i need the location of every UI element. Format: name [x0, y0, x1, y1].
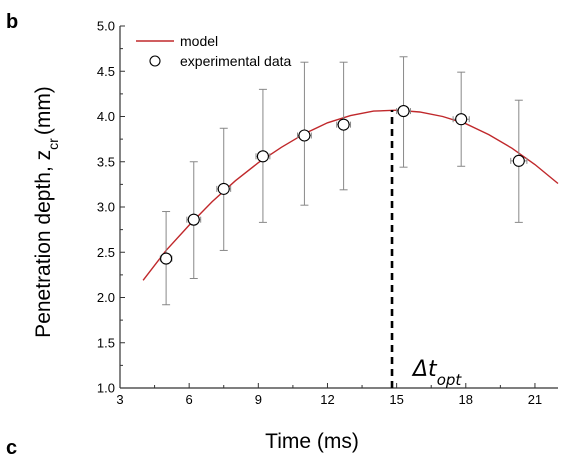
data-point: [187, 213, 200, 226]
y-tick-label: 4.5: [97, 64, 115, 79]
data-point: [397, 105, 410, 118]
x-tick-label: 15: [389, 392, 403, 407]
data-point: [256, 150, 269, 163]
legend-experimental-marker: [149, 55, 161, 67]
panel-label-b: b: [6, 11, 18, 33]
data-point: [217, 182, 230, 195]
y-tick-label: 2.0: [97, 290, 115, 305]
y-axis-title-unit: (mm): [32, 86, 55, 135]
y-tick-label: 3.5: [97, 154, 115, 169]
data-point: [512, 154, 525, 167]
y-tick-label: 5.0: [97, 19, 115, 34]
delta-t-opt-annotation: Δtopt: [411, 357, 462, 389]
legend-experimental-label: experimental data: [180, 53, 292, 69]
delta-t-opt-base: Δt: [411, 357, 438, 382]
x-tick-label: 6: [186, 392, 193, 407]
data-point-group: [396, 56, 411, 168]
x-axis-title: Time (ms): [265, 430, 359, 453]
data-point-group: [336, 61, 352, 191]
x-tick-label: 3: [116, 392, 123, 407]
y-tick-label: 3.0: [97, 200, 115, 215]
y-tick-label: 4.0: [97, 109, 115, 124]
data-point-group: [186, 161, 202, 279]
y-axis-title-subscript: cr: [45, 138, 61, 150]
y-axis-title-main: Penetration depth, z: [32, 150, 55, 338]
data-point: [298, 129, 311, 142]
data-point: [337, 118, 350, 131]
delta-t-opt-subscript: opt: [437, 371, 463, 389]
x-tick-label: 9: [255, 392, 262, 407]
data-point-group: [297, 61, 312, 206]
x-tick-label: 12: [320, 392, 334, 407]
plot-area: 1.0 1.5 2.0 2.5 3.0 3.5 4.0 4.5 5.0 3 6 9 12 15 18 21: [97, 19, 559, 407]
y-axis-title-text: Penetration depth, zcr (mm): [32, 86, 61, 338]
y-tick-label: 1.0: [97, 381, 115, 396]
y-tick-label: 2.5: [97, 245, 115, 260]
y-tick-label: 1.5: [97, 335, 115, 350]
y-axis-title: Penetration depth, zcr (mm): [32, 86, 61, 338]
data-point-group: [452, 71, 470, 167]
data-point: [160, 252, 173, 265]
legend: model experimental data: [136, 33, 292, 69]
data-point: [455, 113, 468, 126]
x-tick-label: 18: [459, 392, 473, 407]
data-point-group: [510, 99, 528, 223]
x-tick-label: 21: [528, 392, 542, 407]
data-point-group: [255, 88, 271, 223]
model-curve: [142, 109, 559, 281]
data-point-group: [159, 211, 173, 306]
panel-label-c: c: [6, 437, 17, 457]
data-point-group: [216, 127, 232, 251]
legend-model-label: model: [180, 33, 218, 49]
